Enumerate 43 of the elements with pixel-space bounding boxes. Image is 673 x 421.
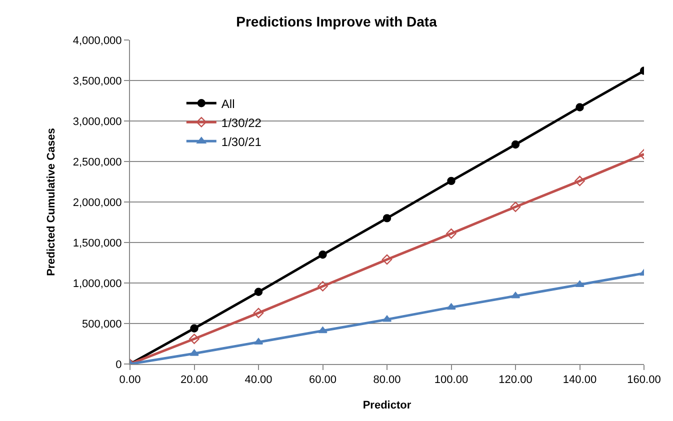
x-tick-label: 140.00	[562, 374, 597, 386]
y-tick-label: 2,500,000	[72, 156, 122, 168]
x-tick-label: 80.00	[373, 374, 401, 386]
legend-label: 1/30/21	[221, 134, 262, 149]
y-tick-label: 2,000,000	[72, 196, 122, 209]
point	[382, 214, 392, 222]
point	[318, 250, 327, 259]
y-tick-label: 3,500,000	[72, 75, 122, 88]
point	[382, 315, 392, 322]
legend-label: 1/30/22	[221, 116, 262, 130]
point	[510, 202, 521, 212]
x-axis-title: Predictor	[362, 399, 412, 412]
point	[318, 281, 328, 292]
y-axis-title: Predicted Cumulative Cases	[46, 128, 58, 276]
point	[254, 288, 263, 296]
point	[189, 334, 200, 344]
chart-title: Predictions Improve with Data	[236, 14, 438, 30]
point	[190, 349, 199, 356]
y-tick-label: 1,000,000	[72, 278, 122, 290]
point	[253, 308, 264, 318]
x-tick-label: 40.00	[244, 374, 272, 386]
legend-label: All	[221, 96, 235, 111]
point	[576, 103, 584, 112]
point	[446, 303, 456, 310]
point	[574, 176, 585, 186]
x-tick-label: 60.00	[308, 374, 337, 386]
y-tick-label: 1,500,000	[72, 237, 122, 250]
point	[446, 228, 456, 239]
y-tick-label: 0	[116, 358, 122, 371]
point	[447, 176, 456, 186]
y-tick-label: 4,000,000	[72, 34, 122, 47]
point	[511, 140, 520, 149]
x-tick-label: 20.00	[180, 374, 208, 386]
x-tick-label: 100.00	[434, 374, 468, 386]
y-tick-label: 3,000,000	[72, 116, 122, 128]
x-tick-label: 0.00	[119, 374, 141, 386]
point	[510, 292, 520, 298]
point	[318, 326, 328, 334]
point	[190, 324, 198, 332]
x-tick-label: 160.00	[627, 374, 661, 386]
y-tick-label: 500,000	[82, 318, 122, 330]
x-tick-label: 120.00	[498, 374, 532, 386]
point	[382, 254, 392, 265]
